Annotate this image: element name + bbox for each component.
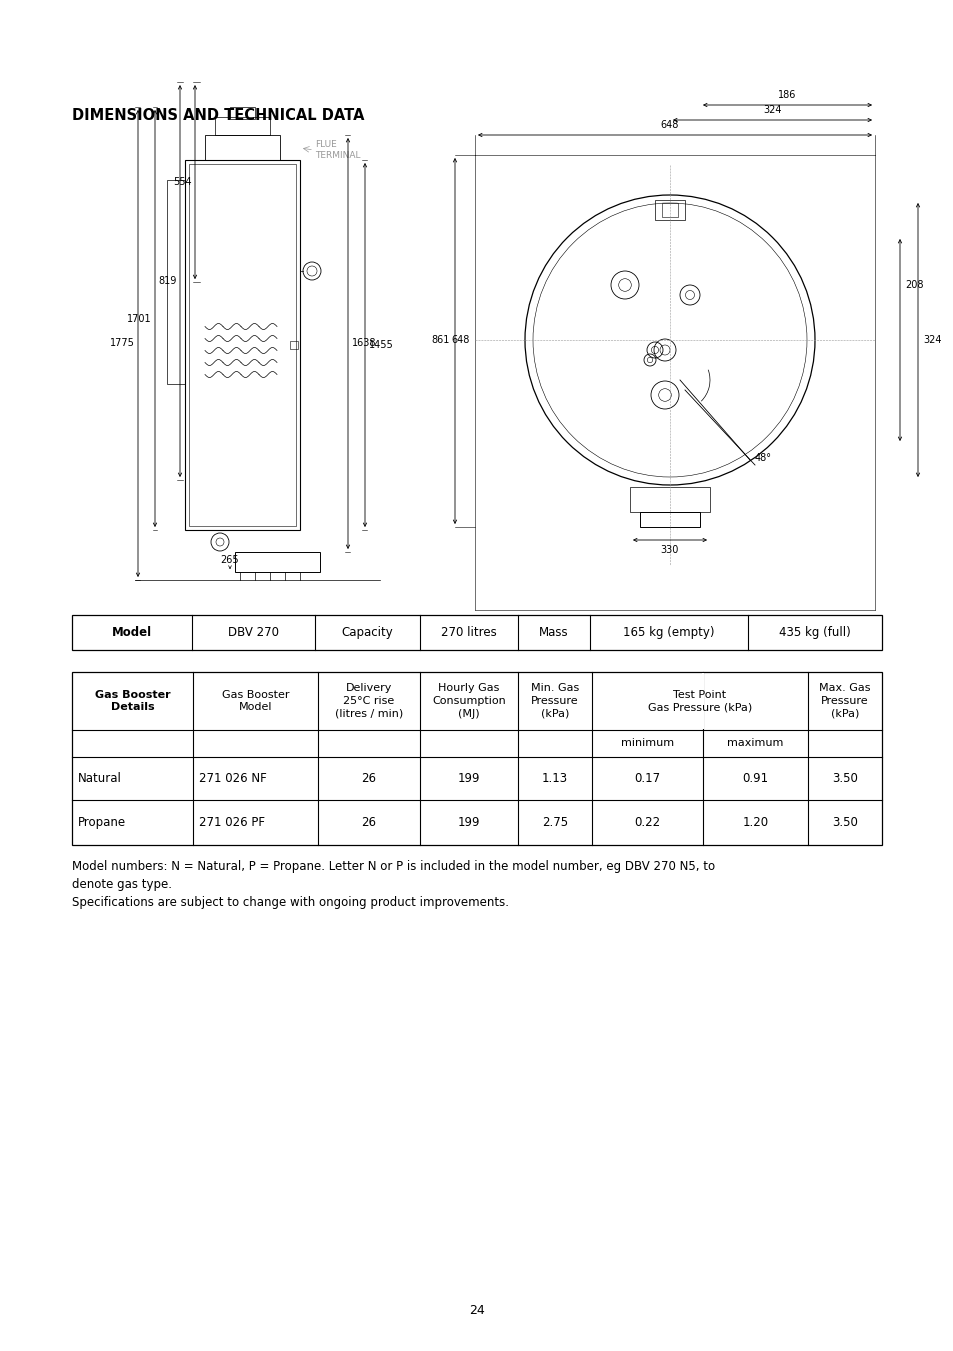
- Text: Hourly Gas
Consumption
(MJ): Hourly Gas Consumption (MJ): [432, 684, 505, 719]
- Text: 1775: 1775: [110, 339, 135, 349]
- Bar: [185, 159, 299, 530]
- Text: 26: 26: [361, 816, 376, 830]
- Text: 554: 554: [173, 177, 192, 186]
- Text: Specifications are subject to change with ongoing product improvements.: Specifications are subject to change wit…: [71, 896, 509, 909]
- Text: denote gas type.: denote gas type.: [71, 878, 172, 892]
- Bar: [234, 553, 319, 571]
- Text: Model numbers: N = Natural, P = Propane. Letter N or P is included in the model : Model numbers: N = Natural, P = Propane.…: [71, 861, 715, 873]
- Text: 435 kg (full): 435 kg (full): [779, 626, 850, 639]
- Bar: [661, 203, 678, 218]
- Bar: [214, 118, 270, 135]
- Text: Mass: Mass: [538, 626, 568, 639]
- Text: DBV 270: DBV 270: [228, 626, 278, 639]
- Text: Max. Gas
Pressure
(kPa): Max. Gas Pressure (kPa): [819, 684, 870, 719]
- Text: 1.20: 1.20: [741, 816, 768, 830]
- Text: 819: 819: [158, 276, 177, 286]
- Text: Capacity: Capacity: [341, 626, 393, 639]
- Text: 861: 861: [431, 335, 450, 345]
- Text: Propane: Propane: [78, 816, 126, 830]
- Text: FLUE
TERMINAL: FLUE TERMINAL: [314, 141, 360, 159]
- Bar: [290, 340, 297, 349]
- Text: 3.50: 3.50: [831, 771, 857, 785]
- Text: 1701: 1701: [128, 313, 152, 323]
- Bar: [71, 615, 882, 650]
- Bar: [167, 180, 185, 384]
- Bar: [230, 107, 254, 119]
- Text: 208: 208: [904, 280, 923, 290]
- Bar: [189, 163, 295, 526]
- Text: 1.13: 1.13: [541, 771, 567, 785]
- Text: 271 026 NF: 271 026 NF: [199, 771, 267, 785]
- Text: Min. Gas
Pressure
(kPa): Min. Gas Pressure (kPa): [530, 684, 578, 719]
- Text: 265: 265: [220, 555, 239, 565]
- Text: Test Point
Gas Pressure (kPa): Test Point Gas Pressure (kPa): [647, 689, 751, 712]
- Text: 648: 648: [451, 335, 470, 345]
- Bar: [701, 673, 703, 730]
- Bar: [655, 200, 684, 220]
- Text: 270 litres: 270 litres: [440, 626, 497, 639]
- Text: 324: 324: [762, 105, 781, 115]
- Bar: [71, 671, 882, 844]
- Text: 0.22: 0.22: [634, 816, 659, 830]
- Text: DIMENSIONS AND TECHNICAL DATA: DIMENSIONS AND TECHNICAL DATA: [71, 108, 364, 123]
- Text: Model: Model: [112, 626, 152, 639]
- Text: Gas Booster
Details: Gas Booster Details: [94, 689, 171, 712]
- Text: Gas Booster
Model: Gas Booster Model: [221, 689, 289, 712]
- Text: 3.50: 3.50: [831, 816, 857, 830]
- Text: 2.75: 2.75: [541, 816, 567, 830]
- Text: 1638: 1638: [352, 339, 376, 349]
- Text: 648: 648: [660, 120, 679, 130]
- Bar: [629, 486, 709, 512]
- Bar: [205, 135, 280, 159]
- Text: 165 kg (empty): 165 kg (empty): [622, 626, 714, 639]
- Text: 24: 24: [469, 1304, 484, 1316]
- Bar: [639, 512, 700, 527]
- Text: 199: 199: [457, 816, 479, 830]
- Text: 186: 186: [778, 91, 796, 100]
- Text: 0.91: 0.91: [741, 771, 768, 785]
- Text: 1455: 1455: [369, 340, 394, 350]
- Text: 271 026 PF: 271 026 PF: [199, 816, 265, 830]
- Text: 199: 199: [457, 771, 479, 785]
- Text: 324: 324: [923, 335, 941, 345]
- Text: Natural: Natural: [78, 771, 122, 785]
- Text: 0.17: 0.17: [634, 771, 659, 785]
- Text: 48°: 48°: [754, 453, 771, 463]
- Text: minimum: minimum: [620, 739, 674, 748]
- Text: Delivery
25°C rise
(litres / min): Delivery 25°C rise (litres / min): [335, 684, 403, 719]
- Text: 330: 330: [660, 544, 679, 555]
- Text: 26: 26: [361, 771, 376, 785]
- Text: maximum: maximum: [726, 739, 782, 748]
